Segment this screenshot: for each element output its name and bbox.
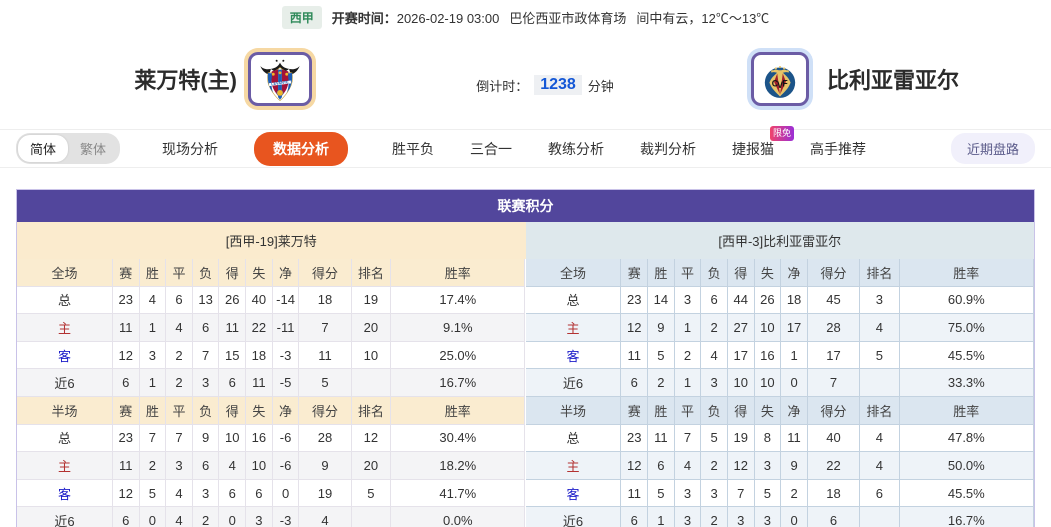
svg-text:F: F [782, 78, 788, 88]
